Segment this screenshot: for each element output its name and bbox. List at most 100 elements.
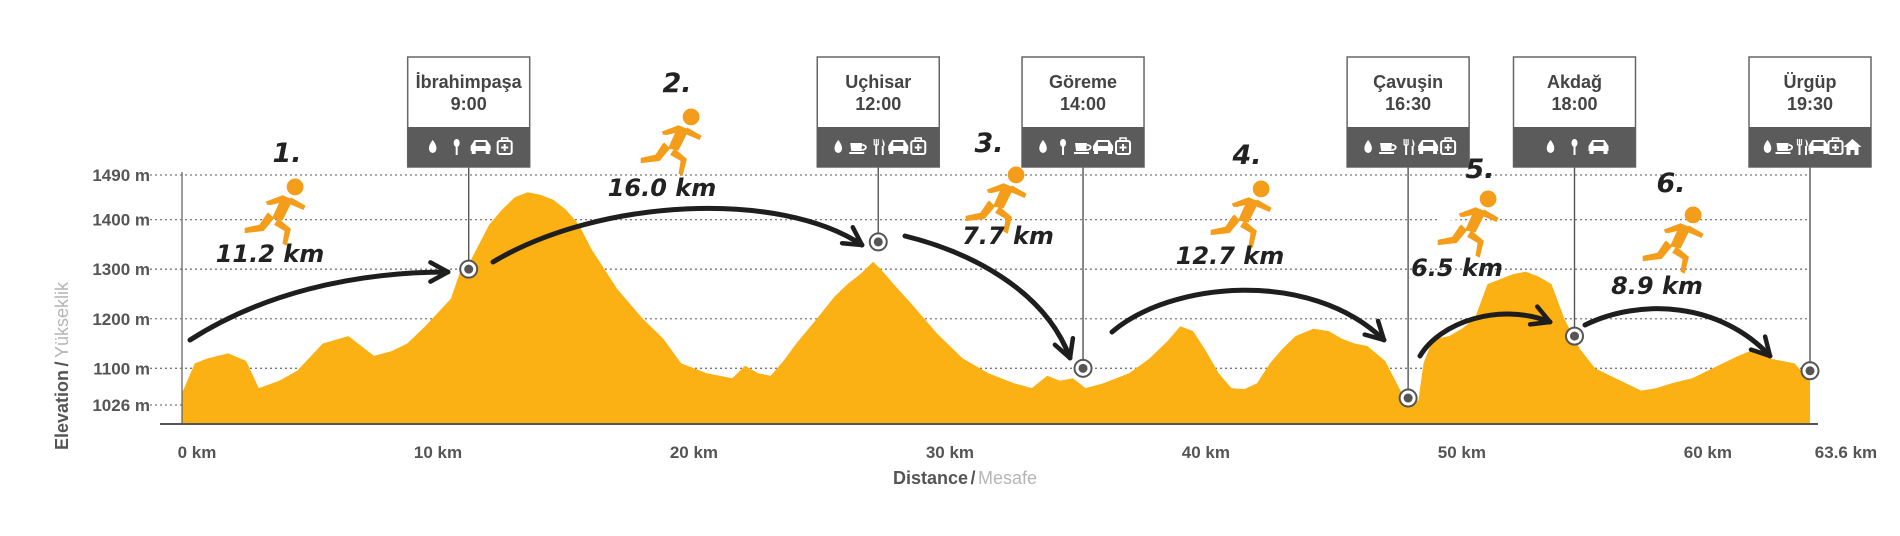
- stage-number: 2.: [662, 68, 691, 99]
- cup-body: [1380, 143, 1393, 151]
- car-icon: [1093, 140, 1114, 154]
- runner-arm-back: [1231, 197, 1251, 208]
- water-icon: [1364, 140, 1372, 153]
- kit-handle: [1444, 137, 1452, 142]
- x-axis-title-separator: /: [970, 468, 975, 488]
- x-axis-title-alt: Mesafe: [978, 468, 1037, 488]
- stage-arrowhead: [428, 260, 451, 284]
- y-axis-title: Elevation: [52, 370, 72, 450]
- runner-speed-lines: [246, 204, 270, 218]
- runner-leg-front: [1467, 230, 1484, 258]
- car-window: [1423, 142, 1434, 146]
- y-tick-label: 1300 m: [92, 260, 150, 279]
- house-door: [1850, 150, 1855, 155]
- fork-tines: [1796, 139, 1803, 146]
- stage-2: 2. 16.0 km: [490, 68, 865, 265]
- runner-arm-front: [684, 127, 702, 140]
- roof: [1843, 139, 1862, 147]
- medical-icon: [1115, 137, 1132, 155]
- y-tick-label: 1200 m: [92, 310, 150, 329]
- runner-leg-front: [1240, 220, 1257, 248]
- checkpoint-marker-dot: [1805, 366, 1815, 376]
- runner-leg-front: [670, 148, 687, 176]
- checkpoint-time: 19:30: [1787, 94, 1833, 114]
- x-tick-label: 20 km: [670, 443, 718, 462]
- runner-head: [1007, 166, 1025, 184]
- runner-leg-back: [640, 142, 671, 164]
- car-window: [475, 142, 486, 146]
- stage-arrow: [1417, 311, 1553, 359]
- restaurant-icon: [1403, 139, 1415, 155]
- cup-handle: [1391, 144, 1397, 151]
- runner-arm-back: [986, 183, 1006, 194]
- runner-head: [1252, 180, 1270, 198]
- stage-arrow: [902, 233, 1073, 361]
- checkpoint-marker-dot: [1078, 363, 1088, 373]
- fork-handle: [875, 145, 878, 155]
- stage-arrow: [1109, 287, 1387, 343]
- food-icon: [1060, 139, 1067, 155]
- car-window: [1813, 142, 1824, 146]
- stage-arrowhead: [1527, 304, 1553, 327]
- kit-handle: [1119, 137, 1127, 142]
- axis-layer: 1490 m 1400 m 1300 m 1200 m 1100 m 1026 m 0 km…: [92, 166, 1877, 462]
- food-icon: [453, 139, 460, 155]
- water-icon: [1546, 140, 1555, 153]
- runner-head: [1684, 206, 1702, 224]
- restaurant-icon: [873, 139, 885, 155]
- cafe-icon: [1074, 143, 1092, 154]
- runner-icon: [1642, 206, 1704, 274]
- car-wheel: [889, 151, 894, 154]
- x-tick-label: 50 km: [1438, 443, 1486, 462]
- home-icon: [1843, 139, 1862, 155]
- stage-distance: 7.7 km: [962, 222, 1054, 250]
- x-tick-label: 60 km: [1684, 443, 1732, 462]
- cup-body: [1776, 143, 1789, 151]
- runner-leg-front: [995, 206, 1012, 234]
- restaurant-icon: [1796, 139, 1808, 155]
- checkpoint-time: 14:00: [1060, 94, 1106, 114]
- runner-torso: [668, 125, 689, 151]
- car-wheel: [1108, 151, 1113, 154]
- runner-leg-back: [965, 200, 996, 222]
- checkpoint-name: Ürgüp: [1784, 72, 1837, 92]
- cup-saucer: [849, 152, 865, 154]
- spoon-head: [1571, 139, 1578, 147]
- knife-blade: [1805, 139, 1808, 147]
- kit-handle: [500, 137, 509, 142]
- car-wheel: [485, 151, 490, 154]
- spoon-handle: [1062, 146, 1065, 155]
- runner-icon: [244, 178, 306, 246]
- stage-distance: 11.2 km: [216, 240, 325, 268]
- x-tick-label: 30 km: [926, 443, 974, 462]
- car-wheel: [1419, 151, 1424, 154]
- car-icon: [1588, 140, 1609, 154]
- runner-arm-back: [1663, 223, 1683, 234]
- runner-arm-back: [265, 195, 285, 206]
- stage-arrowhead: [1052, 335, 1076, 361]
- runner-leg-back: [244, 212, 275, 234]
- spoon-head: [453, 139, 460, 147]
- runner-arm-back: [1458, 207, 1478, 218]
- kit-cross: [501, 144, 509, 151]
- car-wheel: [1094, 151, 1099, 154]
- stage-6: 6. 8.9 km: [1582, 168, 1773, 359]
- stage-arrowhead: [1362, 318, 1387, 343]
- cup-handle: [1085, 144, 1092, 151]
- food-icon: [1571, 139, 1578, 155]
- kit-handle: [1831, 137, 1840, 142]
- runner-arm-front: [1686, 225, 1704, 238]
- car-window: [893, 142, 904, 146]
- checkpoint-marker-dot: [873, 237, 883, 247]
- stage-number: 4.: [1231, 140, 1261, 171]
- checkpoint-time: 12:00: [855, 94, 901, 114]
- cup-saucer: [1379, 152, 1395, 154]
- runner-head: [286, 178, 304, 196]
- cafe-icon: [1775, 143, 1794, 154]
- y-tick-label: 1400 m: [92, 211, 150, 230]
